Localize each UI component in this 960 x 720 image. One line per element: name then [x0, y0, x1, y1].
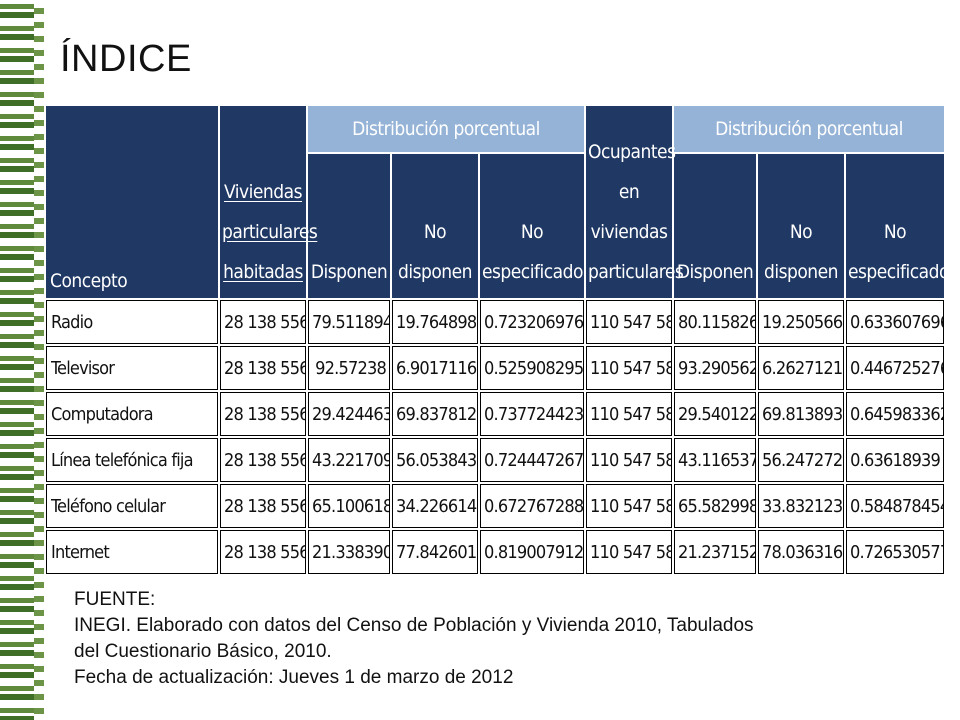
- header-distribucion-2: Distribución porcentual: [674, 106, 944, 152]
- cell-ocupantes-disponen: 80.115826: [674, 300, 756, 344]
- header-viviendas-line: Viviendas: [224, 181, 302, 203]
- header-no-especificado-line: No: [520, 221, 544, 243]
- header-no-disponen-line: disponen: [397, 261, 473, 283]
- cell-ocupantes: 110 547 584: [586, 392, 672, 436]
- cell-ocupantes: 110 547 584: [586, 438, 672, 482]
- cell-disponen: 92.57238: [308, 346, 390, 390]
- data-table: Concepto Viviendas particulares habitada…: [44, 104, 949, 576]
- header-row-bottom: Disponen No disponen No especificado Dis…: [46, 154, 949, 298]
- cell-ocupantes-no-especificado: 0.584878454: [846, 484, 944, 528]
- header-ocupantes-line: particulares: [588, 261, 684, 283]
- cell-no-disponen: 6.90171166: [392, 346, 478, 390]
- cell-disponen: 79.5118946: [308, 300, 390, 344]
- source-line: INEGI. Elaborado con datos del Censo de …: [74, 615, 754, 636]
- header-no-especificado-line: especificado: [848, 261, 949, 283]
- cell-ocupantes-no-disponen: 56.2472727: [758, 438, 844, 482]
- header-concepto: Concepto: [46, 106, 218, 298]
- cell-disponen: 29.424463: [308, 392, 390, 436]
- cell-no-disponen: 56.053843: [392, 438, 478, 482]
- header-no-disponen-line: No: [423, 221, 447, 243]
- cell-ocupantes-no-disponen: 6.26271217: [758, 346, 844, 390]
- decorative-left-border: [0, 0, 44, 720]
- header-ocupantes-line: viviendas: [590, 221, 668, 243]
- table-row: Teléfono celular 28 138 556 65.1006185 3…: [46, 484, 944, 528]
- cell-no-especificado: 0.672767288: [480, 484, 584, 528]
- cell-no-especificado: 0.723206976: [480, 300, 584, 344]
- cell-viviendas: 28 138 556: [220, 392, 306, 436]
- cell-viviendas: 28 138 556: [220, 346, 306, 390]
- source-label: FUENTE:: [74, 589, 156, 610]
- header-disponen: Disponen: [308, 154, 390, 298]
- cell-ocupantes: 110 547 584: [586, 346, 672, 390]
- cell-ocupantes-no-disponen: 78.0363169: [758, 530, 844, 574]
- cell-concepto: Teléfono celular: [46, 484, 218, 528]
- header-ocupantes-line: Ocupantes: [588, 141, 676, 163]
- header-no-especificado-ocupantes: No especificado: [846, 154, 949, 298]
- cell-ocupantes-no-especificado: 0.645983362: [846, 392, 944, 436]
- cell-viviendas: 28 138 556: [220, 530, 306, 574]
- update-date: Fecha de actualización: Jueves 1 de marz…: [74, 667, 514, 688]
- header-distribucion-1: Distribución porcentual: [308, 106, 584, 152]
- source-note: FUENTE: INEGI. Elaborado con datos del C…: [74, 587, 944, 691]
- cell-ocupantes: 110 547 584: [586, 300, 672, 344]
- cell-no-especificado: 0.737724423: [480, 392, 584, 436]
- header-no-disponen-line: No: [789, 221, 813, 243]
- cell-concepto: Internet: [46, 530, 218, 574]
- cell-disponen: 43.2217097: [308, 438, 390, 482]
- cell-viviendas: 28 138 556: [220, 438, 306, 482]
- cell-ocupantes-no-disponen: 33.8321234: [758, 484, 844, 528]
- cell-viviendas: 28 138 556: [220, 300, 306, 344]
- cell-no-especificado: 0.525908295: [480, 346, 584, 390]
- header-no-disponen: No disponen: [392, 154, 478, 298]
- cell-no-especificado: 0.724447267: [480, 438, 584, 482]
- cell-no-disponen: 19.7648984: [392, 300, 478, 344]
- cell-ocupantes-disponen: 65.5829982: [674, 484, 756, 528]
- header-no-especificado-line: especificado: [482, 261, 583, 283]
- header-ocupantes: Ocupantes en viviendas particulares: [586, 106, 684, 298]
- cell-ocupantes-no-especificado: 0.726530577: [846, 530, 944, 574]
- cell-ocupantes-no-disponen: 69.8138939: [758, 392, 844, 436]
- source-line: del Cuestionario Básico, 2010.: [74, 641, 332, 662]
- table-row: Computadora 28 138 556 29.424463 69.8378…: [46, 392, 944, 436]
- cell-ocupantes: 110 547 584: [586, 530, 672, 574]
- cell-disponen: 21.3383906: [308, 530, 390, 574]
- header-disponen-ocupantes: Disponen: [674, 154, 756, 298]
- cell-no-disponen: 34.2266142: [392, 484, 478, 528]
- header-ocupantes-line: en: [618, 181, 640, 203]
- cell-concepto: Línea telefónica fija: [46, 438, 218, 482]
- cell-ocupantes-disponen: 93.2905626: [674, 346, 756, 390]
- table-row: Radio 28 138 556 79.5118946 19.7648984 0…: [46, 300, 944, 344]
- header-viviendas-line: particulares: [222, 221, 318, 243]
- cell-ocupantes-disponen: 21.2371525: [674, 530, 756, 574]
- cell-ocupantes: 110 547 584: [586, 484, 672, 528]
- cell-disponen: 65.1006185: [308, 484, 390, 528]
- page-title: ÍNDICE: [60, 38, 192, 80]
- cell-viviendas: 28 138 556: [220, 484, 306, 528]
- table-row: Internet 28 138 556 21.3383906 77.842601…: [46, 530, 944, 574]
- header-no-disponen-line: disponen: [763, 261, 839, 283]
- cell-ocupantes-no-especificado: 0.446725276: [846, 346, 944, 390]
- cell-concepto: Radio: [46, 300, 218, 344]
- table-row: Línea telefónica fija 28 138 556 43.2217…: [46, 438, 944, 482]
- cell-no-disponen: 69.8378126: [392, 392, 478, 436]
- header-viviendas-line: habitadas: [223, 261, 303, 283]
- header-no-disponen-ocupantes: No disponen: [758, 154, 844, 298]
- cell-ocupantes-disponen: 29.5401227: [674, 392, 756, 436]
- cell-ocupantes-no-especificado: 0.633607696: [846, 300, 944, 344]
- cell-concepto: Televisor: [46, 346, 218, 390]
- cell-ocupantes-no-disponen: 19.2505663: [758, 300, 844, 344]
- cell-no-especificado: 0.819007912: [480, 530, 584, 574]
- cell-ocupantes-disponen: 43.1165379: [674, 438, 756, 482]
- table-row: Televisor 28 138 556 92.57238 6.90171166…: [46, 346, 944, 390]
- cell-ocupantes-no-especificado: 0.63618939: [846, 438, 944, 482]
- header-viviendas: Viviendas particulares habitadas: [220, 106, 318, 298]
- cell-no-disponen: 77.8426014: [392, 530, 478, 574]
- header-no-especificado-line: No: [883, 221, 907, 243]
- header-no-especificado: No especificado: [480, 154, 584, 298]
- header-row-top: Concepto Viviendas particulares habitada…: [46, 106, 944, 298]
- cell-concepto: Computadora: [46, 392, 218, 436]
